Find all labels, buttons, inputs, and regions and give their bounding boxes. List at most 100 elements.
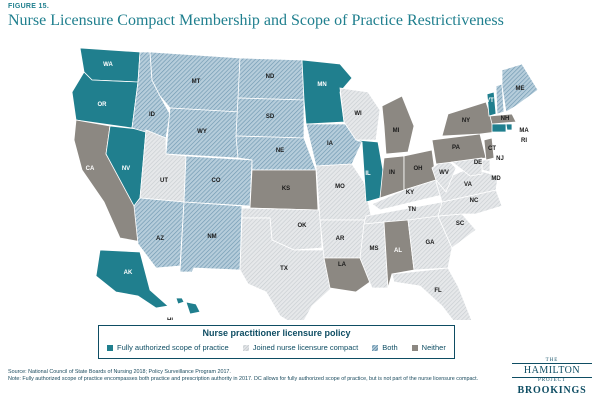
legend-swatch-compact bbox=[242, 344, 249, 351]
state-ms bbox=[359, 221, 389, 289]
logo-the: THE bbox=[545, 358, 559, 363]
state-label-ut: UT bbox=[160, 178, 168, 184]
legend-swatch-neither bbox=[411, 344, 418, 351]
legend: Nurse practitioner licensure policy Full… bbox=[98, 325, 455, 359]
state-label-oh: OH bbox=[414, 166, 423, 172]
logo-project: PROJECT bbox=[537, 378, 567, 383]
state-label-al: AL bbox=[394, 248, 402, 254]
state-ia bbox=[305, 123, 363, 167]
state-la bbox=[323, 257, 371, 293]
state-label-nd: ND bbox=[266, 74, 275, 80]
state-label-ar: AR bbox=[336, 236, 345, 242]
state-fl bbox=[391, 267, 473, 320]
us-state-map: WA OR CA NV ID MT WY UT AZ CO NM ND SD NE KS OK TX MN IA MO… bbox=[71, 47, 539, 320]
state-label-mt: MT bbox=[192, 79, 201, 85]
state-label-mn: MN bbox=[317, 82, 326, 88]
state-label-mo: MO bbox=[335, 184, 345, 190]
state-nj bbox=[483, 137, 495, 161]
state-label-hi: HI bbox=[167, 318, 173, 320]
state-md bbox=[451, 157, 483, 177]
state-label-ia: IA bbox=[327, 141, 334, 147]
state-label-md: MD bbox=[491, 176, 501, 182]
state-mi bbox=[381, 95, 415, 155]
state-me bbox=[501, 63, 539, 113]
state-ct bbox=[491, 123, 507, 133]
state-label-nh: NH bbox=[501, 116, 510, 122]
state-label-sc: SC bbox=[456, 221, 465, 227]
state-label-ne: NE bbox=[276, 148, 284, 154]
legend-title: Nurse practitioner licensure policy bbox=[202, 328, 351, 338]
state-mo bbox=[315, 163, 373, 221]
state-ak bbox=[95, 249, 169, 309]
state-label-nc: NC bbox=[470, 198, 479, 204]
state-ma bbox=[489, 113, 517, 125]
state-vt bbox=[486, 91, 497, 117]
state-label-ks: KS bbox=[282, 186, 290, 192]
logo-hamilton: HAMILTON bbox=[512, 363, 592, 378]
state-label-wi: WI bbox=[354, 111, 362, 117]
state-labels-layer: WA OR CA NV ID MT WY UT AZ CO NM ND SD NE KS OK TX MN IA MO… bbox=[86, 62, 530, 320]
legend-swatch-full bbox=[107, 344, 113, 351]
state-label-co: CO bbox=[212, 178, 221, 184]
legend-label-full: Fully authorized scope of practice bbox=[117, 343, 229, 352]
state-label-vt: VT bbox=[486, 98, 494, 104]
state-wi bbox=[339, 87, 381, 141]
state-label-wy: WY bbox=[197, 129, 207, 135]
legend-items: Fully authorized scope of practice Joine… bbox=[107, 343, 460, 352]
legend-item-full: Fully authorized scope of practice bbox=[107, 343, 229, 352]
state-label-mi: MI bbox=[393, 128, 400, 134]
state-nm bbox=[179, 201, 243, 273]
state-label-fl: FL bbox=[434, 288, 442, 294]
state-label-or: OR bbox=[98, 102, 108, 108]
state-label-me: ME bbox=[516, 86, 525, 92]
figure-label: FIGURE 15. bbox=[8, 3, 50, 10]
state-label-de: DE bbox=[474, 160, 482, 166]
state-label-wv: WV bbox=[439, 170, 449, 176]
legend-label-both: Both bbox=[382, 343, 398, 352]
state-label-tn: TN bbox=[408, 207, 416, 213]
state-label-la: LA bbox=[338, 262, 347, 268]
note-text: Note: Fully authorized scope of practice… bbox=[8, 376, 479, 383]
state-label-ma: MA bbox=[519, 128, 529, 134]
state-label-va: VA bbox=[464, 182, 473, 188]
logo-brookings: BROOKINGS bbox=[517, 385, 587, 396]
state-label-ri: RI bbox=[521, 138, 527, 144]
state-nh bbox=[495, 83, 505, 115]
state-label-in: IN bbox=[389, 170, 395, 176]
state-tx bbox=[239, 217, 335, 320]
state-label-id: ID bbox=[149, 112, 156, 118]
state-label-ct: CT bbox=[488, 146, 496, 152]
state-hi bbox=[175, 297, 201, 315]
state-label-ok: OK bbox=[298, 223, 308, 229]
state-label-tx: TX bbox=[280, 266, 288, 272]
legend-item-compact: Joined nurse licensure compact bbox=[242, 343, 359, 352]
legend-swatch-both bbox=[372, 344, 379, 351]
state-label-ca: CA bbox=[86, 166, 95, 172]
state-ga bbox=[407, 215, 453, 271]
state-label-nm: NM bbox=[207, 234, 216, 240]
legend-item-neither: Neither bbox=[411, 343, 446, 352]
state-label-wa: WA bbox=[103, 62, 113, 68]
state-label-nj: NJ bbox=[496, 156, 504, 162]
state-ri bbox=[505, 123, 513, 131]
state-ny bbox=[441, 101, 497, 137]
state-label-sd: SD bbox=[266, 114, 275, 120]
source-notes: Source: National Council of State Boards… bbox=[8, 369, 508, 384]
legend-label-neither: Neither bbox=[421, 343, 446, 352]
legend-label-compact: Joined nurse licensure compact bbox=[252, 343, 359, 352]
state-label-ga: GA bbox=[426, 240, 436, 246]
figure-title: Nurse Licensure Compact Membership and S… bbox=[8, 12, 504, 29]
state-label-ms: MS bbox=[370, 246, 379, 252]
states-layer bbox=[71, 47, 539, 320]
state-label-ak: AK bbox=[124, 270, 133, 276]
legend-item-both: Both bbox=[372, 343, 398, 352]
hamilton-brookings-logo: THE HAMILTON PROJECT BROOKINGS bbox=[512, 358, 592, 396]
state-label-ny: NY bbox=[462, 118, 470, 124]
state-al bbox=[383, 219, 415, 289]
state-label-pa: PA bbox=[452, 145, 461, 151]
state-label-az: AZ bbox=[156, 236, 164, 242]
source-text: Source: National Council of State Boards… bbox=[8, 369, 231, 375]
state-label-il: IL bbox=[365, 171, 371, 177]
state-label-nv: NV bbox=[122, 166, 130, 172]
state-label-ky: KY bbox=[406, 190, 414, 196]
